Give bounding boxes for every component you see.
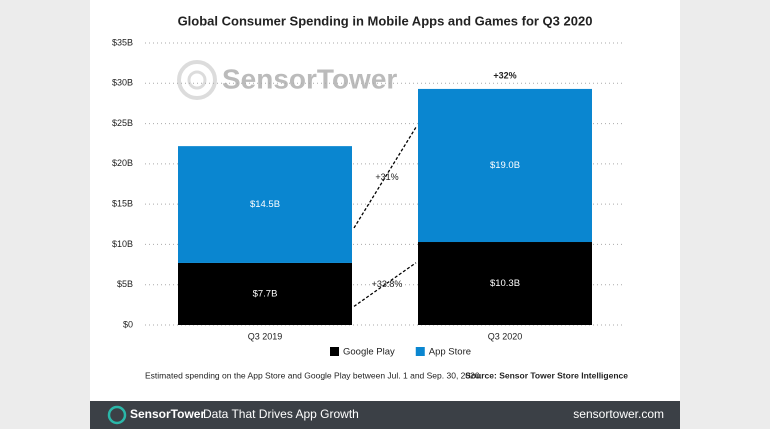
watermark-logo (177, 60, 217, 100)
note: Estimated spending on the App Store and … (145, 370, 482, 380)
value-label: $7.7B (253, 288, 278, 299)
bar-segment (178, 262, 352, 325)
bar-segment (178, 146, 352, 263)
total-growth-label: +32% (493, 70, 516, 80)
y-tick-label: $5B (117, 279, 133, 289)
x-tick-label: Q3 2019 (248, 331, 283, 341)
footer-logo (107, 405, 127, 425)
footer-tagline: Data That Drives App Growth (203, 407, 359, 421)
growth-connector (353, 262, 417, 307)
y-tick-label: $15B (112, 199, 133, 209)
footer-url: sensortower.com (573, 407, 664, 421)
y-tick-label: $35B (112, 37, 133, 47)
chart-title: Global Consumer Spending in Mobile Apps … (178, 13, 593, 28)
growth-label: +33.8% (372, 279, 403, 289)
legend-label: Google Play (343, 347, 395, 358)
value-label: $19.0B (490, 160, 520, 171)
legend-swatch (330, 347, 339, 356)
bar-segment (418, 88, 592, 243)
legend-label: App Store (429, 347, 471, 358)
y-tick-label: $30B (112, 78, 133, 88)
growth-label: +31% (375, 172, 398, 182)
legend-swatch (415, 347, 425, 356)
footer-brand: SensorTower (130, 407, 205, 421)
y-tick-label: $25B (112, 118, 133, 128)
value-label: $14.5B (250, 199, 280, 210)
source: Source: Sensor Tower Store Intelligence (465, 370, 628, 380)
footer-bar (90, 401, 680, 429)
watermark: SensorTower (222, 63, 397, 94)
y-tick-label: $0 (123, 319, 133, 329)
y-tick-label: $10B (112, 239, 133, 249)
y-tick-label: $20B (112, 158, 133, 168)
value-label: $10.3B (490, 278, 520, 289)
x-tick-label: Q3 2020 (488, 331, 523, 341)
bar-segment (418, 242, 592, 325)
